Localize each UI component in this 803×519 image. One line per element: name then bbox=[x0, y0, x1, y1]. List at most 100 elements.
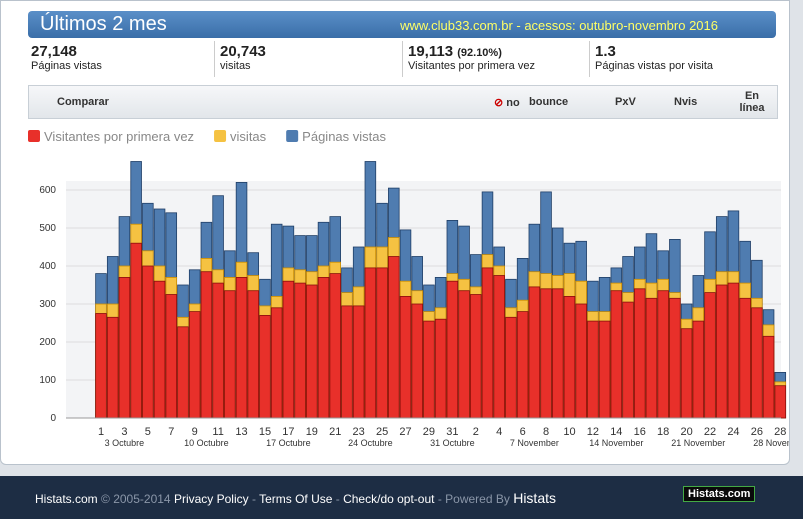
bar bbox=[633, 288, 646, 419]
x-tick-label: 25 bbox=[376, 426, 388, 438]
site: www.club33.com.br - acessos: outubro-nov… bbox=[400, 18, 718, 33]
stat-value: 1.3 bbox=[595, 43, 616, 60]
x-tick-label: 17 bbox=[282, 426, 294, 438]
x-tick-label: 19 bbox=[306, 426, 318, 438]
bar bbox=[552, 288, 564, 419]
compare[interactable]: Comparar bbox=[57, 96, 109, 108]
x-tick-label: 1 bbox=[98, 426, 104, 438]
legend-label: visitas bbox=[230, 129, 267, 144]
bar bbox=[575, 303, 587, 419]
btn-online[interactable]: En línea bbox=[739, 90, 765, 114]
bar bbox=[317, 276, 330, 419]
x-tick-label: 15 bbox=[259, 426, 271, 438]
x-tick-label: 12 bbox=[587, 426, 599, 438]
bar bbox=[528, 286, 541, 419]
stat-value: 19,113 (92.10%) bbox=[408, 43, 535, 60]
x-sub-label: 17 Octubre bbox=[266, 438, 311, 448]
title: Últimos 2 mes bbox=[40, 13, 167, 35]
panel: Últimos 2 mes www.club33.com.br - acesso… bbox=[0, 0, 790, 465]
bar bbox=[376, 267, 388, 419]
bar bbox=[352, 305, 365, 419]
toolbar: Comparar ⊘ no bounce PxV Nvis En línea bbox=[28, 85, 778, 119]
bar bbox=[657, 290, 669, 419]
x-sub-label: 24 Octubre bbox=[348, 438, 393, 448]
btn-bounce[interactable]: bounce bbox=[529, 96, 569, 108]
x-tick-label: 4 bbox=[496, 426, 502, 438]
bar bbox=[153, 280, 166, 419]
bar bbox=[388, 256, 400, 419]
stat-label: Páginas vistas por visita bbox=[595, 60, 713, 72]
x-tick-label: 2 bbox=[473, 426, 479, 438]
x-tick-label: 23 bbox=[353, 426, 365, 438]
legend-swatch bbox=[286, 130, 299, 142]
x-sub-label: 21 November bbox=[671, 438, 725, 448]
sep bbox=[214, 41, 215, 77]
stat-extra: (92.10%) bbox=[457, 47, 502, 59]
btn-no[interactable]: ⊘ no bbox=[494, 97, 520, 109]
bar bbox=[142, 265, 154, 419]
x-sub-label: 31 Octubre bbox=[430, 438, 475, 448]
bar bbox=[727, 282, 740, 419]
link[interactable]: Privacy Policy bbox=[173, 492, 249, 506]
bar bbox=[669, 297, 681, 419]
logo[interactable]: Histats.com bbox=[683, 486, 756, 502]
bar bbox=[329, 273, 341, 419]
bar bbox=[341, 305, 353, 419]
x-tick-label: 14 bbox=[610, 426, 622, 438]
btn-pxv[interactable]: PxV bbox=[615, 96, 636, 108]
bar bbox=[481, 267, 494, 419]
bar bbox=[306, 284, 318, 419]
legend-label: Visitantes por primera vez bbox=[44, 129, 194, 144]
bar bbox=[95, 313, 107, 419]
x-tick-label: 21 bbox=[329, 426, 341, 438]
x-tick-label: 8 bbox=[543, 426, 549, 438]
bar bbox=[505, 316, 517, 419]
bar bbox=[434, 318, 447, 419]
bar bbox=[446, 280, 459, 419]
bar bbox=[106, 316, 119, 419]
bar bbox=[224, 290, 236, 419]
link[interactable]: Terms Of Use bbox=[259, 492, 333, 506]
btn-label: no bbox=[506, 97, 520, 109]
link[interactable]: Check/do opt-out bbox=[343, 492, 435, 506]
brand[interactable]: Histats.com bbox=[35, 492, 98, 506]
x-sub-label: 7 November bbox=[510, 438, 559, 448]
bar bbox=[704, 292, 716, 419]
bar bbox=[774, 385, 787, 419]
x-tick-label: 24 bbox=[727, 426, 739, 438]
bar bbox=[188, 311, 201, 419]
bar bbox=[470, 294, 482, 419]
bar bbox=[399, 295, 412, 419]
y-tick-label: 0 bbox=[50, 413, 56, 424]
bar bbox=[118, 276, 131, 419]
x-tick-label: 29 bbox=[423, 426, 435, 438]
y-tick-label: 600 bbox=[39, 185, 56, 196]
bar bbox=[692, 320, 705, 419]
bar bbox=[282, 280, 295, 419]
powered-brand[interactable]: Histats bbox=[513, 490, 556, 506]
y-tick-label: 100 bbox=[39, 375, 56, 386]
btn-nvis[interactable]: Nvis bbox=[674, 96, 698, 108]
x-tick-label: 3 bbox=[121, 426, 127, 438]
stat-label: Páginas vistas bbox=[31, 60, 102, 72]
x-tick-label: 26 bbox=[751, 426, 763, 438]
bar bbox=[165, 294, 178, 419]
stat: 19,113 (92.10%) Visitantes por primera ve… bbox=[408, 43, 535, 72]
bar bbox=[645, 297, 658, 419]
bar bbox=[130, 242, 142, 419]
y-tick-label: 400 bbox=[39, 261, 56, 272]
x-tick-label: 5 bbox=[145, 426, 151, 438]
y-tick-label: 200 bbox=[39, 337, 56, 348]
footer: Histats.com © 2005-2014 Privacy Policy -… bbox=[0, 476, 803, 519]
x-sub-label: 3 Octubre bbox=[105, 438, 145, 448]
bar bbox=[751, 307, 763, 419]
header: Últimos 2 mes www.club33.com.br - acesso… bbox=[28, 11, 776, 38]
bar bbox=[516, 311, 529, 419]
x-tick-label: 7 bbox=[168, 426, 174, 438]
bar bbox=[177, 326, 189, 419]
sep bbox=[402, 41, 403, 77]
bar bbox=[715, 284, 728, 419]
x-tick-label: 16 bbox=[634, 426, 646, 438]
sep bbox=[589, 41, 590, 77]
